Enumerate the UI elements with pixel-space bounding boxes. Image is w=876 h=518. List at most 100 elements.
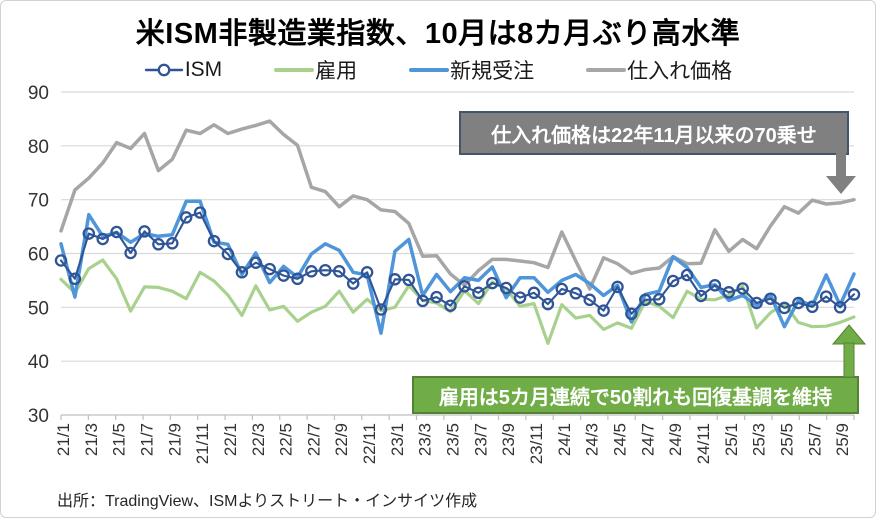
series-marker-ism bbox=[346, 277, 360, 290]
x-axis-label: 25/5 bbox=[777, 423, 796, 456]
x-axis-label: 21/1 bbox=[54, 423, 73, 456]
series-marker-ism bbox=[124, 246, 137, 260]
series-marker-ism bbox=[54, 254, 68, 267]
series-marker-ism bbox=[736, 282, 749, 295]
series-marker-ism bbox=[666, 274, 680, 288]
x-axis-label: 22/5 bbox=[277, 423, 296, 456]
legend-label-employment: 雇用 bbox=[315, 60, 358, 83]
series-marker-ism bbox=[68, 272, 82, 286]
series-line-prices bbox=[59, 119, 856, 291]
series-marker-ism bbox=[778, 301, 791, 315]
series-marker-ism bbox=[583, 293, 596, 307]
series-marker-ism bbox=[138, 225, 151, 238]
series-marker-ism bbox=[166, 237, 179, 250]
x-axis-label: 24/11 bbox=[694, 423, 713, 464]
series-marker-ism bbox=[819, 290, 833, 303]
series-marker-ism bbox=[458, 280, 471, 293]
x-axis-label: 23/1 bbox=[388, 423, 407, 456]
ism-line-marker-icon bbox=[144, 62, 184, 78]
y-axis-label: 70 bbox=[28, 191, 49, 212]
legend-item-employment: 雇用 bbox=[274, 55, 357, 85]
x-axis-label: 23/11 bbox=[527, 423, 546, 464]
series-marker-ism bbox=[833, 301, 847, 314]
series-marker-ism bbox=[402, 273, 416, 287]
legend-item-new-orders: 新規受注 bbox=[409, 55, 534, 85]
prices-line-icon bbox=[586, 62, 627, 78]
y-axis-label: 50 bbox=[28, 298, 49, 319]
new-orders-line-icon bbox=[409, 62, 450, 78]
series-line-employment bbox=[59, 258, 856, 345]
series-marker-ism bbox=[96, 232, 109, 246]
prices-arrow-icon bbox=[826, 153, 856, 194]
x-axis-label: 24/3 bbox=[583, 423, 602, 456]
series-marker-ism bbox=[513, 291, 527, 304]
x-axis-label: 21/7 bbox=[137, 423, 156, 456]
series-marker-ism bbox=[806, 300, 819, 314]
x-axis-label: 21/11 bbox=[193, 423, 212, 464]
x-axis-label: 22/9 bbox=[332, 423, 351, 456]
x-axis-label: 24/1 bbox=[555, 423, 574, 456]
series-marker-ism bbox=[235, 266, 249, 279]
x-axis-label: 25/3 bbox=[750, 423, 769, 456]
series-marker-ism bbox=[527, 286, 541, 300]
series-marker-ism bbox=[750, 296, 763, 310]
y-axis-label: 80 bbox=[28, 137, 49, 158]
legend-label-prices: 仕入れ価格 bbox=[627, 60, 733, 83]
page-title: 米ISM非製造業指数、10月は8カ月ぶり高水準 bbox=[135, 18, 741, 50]
y-axis-label: 40 bbox=[28, 352, 49, 373]
series-marker-ism bbox=[249, 256, 263, 269]
legend-label-ism: ISM bbox=[184, 58, 223, 81]
series-marker-ism bbox=[847, 288, 861, 301]
x-axis-label: 21/3 bbox=[82, 423, 101, 456]
x-axis-label: 23/5 bbox=[444, 423, 463, 456]
series-marker-ism bbox=[652, 293, 666, 306]
series-marker-ism bbox=[792, 296, 805, 310]
x-axis-label: 23/9 bbox=[499, 423, 518, 456]
series-marker-ism bbox=[416, 294, 429, 308]
series-marker-ism bbox=[639, 293, 652, 307]
series-marker-ism bbox=[207, 234, 221, 248]
series-marker-ism bbox=[569, 287, 583, 300]
y-axis-label: 60 bbox=[28, 245, 49, 266]
x-axis-label: 25/1 bbox=[722, 423, 741, 456]
series-marker-ism bbox=[499, 281, 513, 295]
series-marker-ism bbox=[374, 303, 388, 316]
series-marker-ism bbox=[472, 286, 485, 300]
x-axis-label: 23/7 bbox=[471, 423, 490, 456]
x-axis-label: 25/7 bbox=[805, 423, 824, 456]
series-marker-ism bbox=[263, 262, 276, 276]
x-axis-label: 21/5 bbox=[110, 423, 129, 456]
annotation-prices-callout: 仕入れ価格は22年11月以来の70乗せ bbox=[459, 111, 849, 155]
series-marker-ism bbox=[291, 272, 304, 286]
legend: ISM 雇用 新規受注 仕入れ価格 bbox=[1, 55, 875, 85]
series-marker-ism bbox=[110, 225, 123, 239]
x-axis-label: 24/9 bbox=[666, 423, 685, 456]
series-marker-ism bbox=[694, 289, 708, 303]
legend-item-ism: ISM bbox=[144, 58, 222, 82]
series-marker-ism bbox=[486, 276, 499, 290]
legend-item-prices: 仕入れ価格 bbox=[586, 55, 732, 85]
series-marker-ism bbox=[319, 263, 332, 277]
series-marker-ism bbox=[305, 265, 318, 278]
series-marker-ism bbox=[221, 247, 235, 261]
series-marker-ism bbox=[444, 299, 457, 312]
series-marker-ism bbox=[541, 297, 555, 311]
x-axis-label: 22/3 bbox=[249, 423, 268, 456]
series-marker-ism bbox=[625, 307, 638, 321]
y-axis-label: 90 bbox=[28, 83, 49, 104]
x-axis-label: 24/7 bbox=[638, 423, 657, 456]
series-marker-ism bbox=[82, 227, 96, 240]
series-marker-ism bbox=[360, 266, 374, 279]
series-marker-ism bbox=[555, 282, 569, 296]
series-marker-ism bbox=[722, 286, 736, 299]
source-note: 出所：TradingView、ISMよりストリート・インサイツ作成 bbox=[57, 493, 478, 510]
legend-label-new-orders: 新規受注 bbox=[450, 60, 535, 83]
annotation-employment-callout: 雇用は5カ月連続で50割れも回復基調を維持 bbox=[412, 376, 859, 414]
x-axis-label: 22/11 bbox=[360, 423, 379, 464]
x-axis-label: 21/9 bbox=[165, 423, 184, 456]
x-axis-label: 22/7 bbox=[304, 423, 323, 456]
x-axis-label: 24/5 bbox=[610, 423, 629, 456]
series-marker-ism bbox=[193, 206, 207, 219]
